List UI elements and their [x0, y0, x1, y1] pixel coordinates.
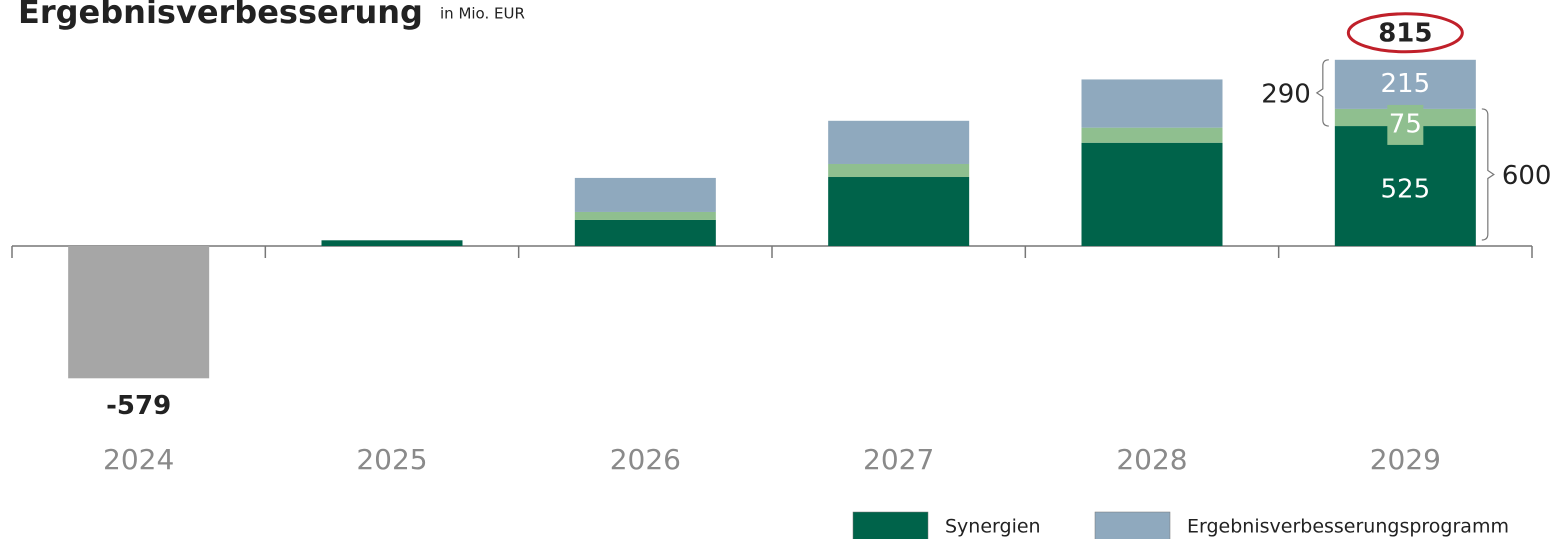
label-box: [1387, 104, 1424, 145]
brace-label: 600: [1502, 161, 1552, 191]
brace: [1481, 108, 1495, 241]
bar-segment: [1334, 126, 1476, 247]
x-tick-label: 2025: [356, 443, 427, 476]
bar-segment: [1081, 142, 1223, 247]
data-label: 75: [1389, 109, 1422, 139]
brace: [1315, 59, 1329, 127]
legend-swatch: [852, 511, 929, 539]
x-tick-label: 2027: [863, 443, 934, 476]
bar-segment: [828, 177, 970, 247]
data-label: 525: [1381, 175, 1431, 205]
chart-title: Ergebnisverbesserung: [18, 0, 423, 31]
bar-segment: [574, 219, 716, 247]
brace-label: 290: [1261, 79, 1311, 109]
chart-subtitle: in Mio. EUR: [440, 5, 525, 23]
bar-segment: [574, 211, 716, 220]
bar-segment: [68, 246, 210, 379]
data-label: 215: [1381, 69, 1431, 99]
total-label: 815: [1378, 18, 1432, 48]
x-tick-label: 2024: [103, 443, 174, 476]
bar-segment: [1081, 127, 1223, 143]
x-tick-label: 2028: [1116, 443, 1187, 476]
bar-segment: [1334, 59, 1476, 109]
x-tick-label: 2029: [1370, 443, 1441, 476]
bar-segment: [828, 120, 970, 164]
bar-segment: [574, 177, 716, 212]
data-label: -579: [106, 391, 171, 421]
legend-label: Ergebnisverbesserungsprogramm: [1187, 516, 1509, 538]
bar-segment: [321, 240, 463, 247]
bar-segment: [828, 163, 970, 178]
highlight-ellipse: [1346, 12, 1464, 54]
legend-label: Synergien: [945, 516, 1041, 538]
x-tick-label: 2026: [610, 443, 681, 476]
legend-swatch: [1094, 511, 1171, 539]
bar-segment: [1081, 79, 1223, 128]
